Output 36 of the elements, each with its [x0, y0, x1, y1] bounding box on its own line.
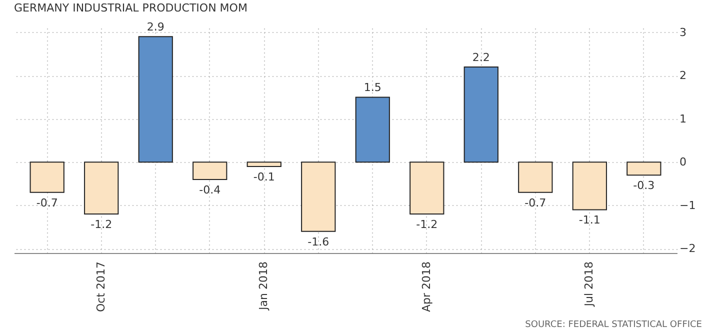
data-label: -1.2 [416, 218, 438, 232]
bar [138, 36, 173, 163]
bar [572, 162, 607, 210]
x-tick-label: Jul 2018 [582, 262, 596, 308]
bar [626, 162, 662, 176]
bar [518, 162, 553, 193]
chart-title: GERMANY INDUSTRIAL PRODUCTION MOM [14, 2, 248, 15]
data-label: -1.2 [90, 218, 112, 232]
data-label: -0.3 [633, 179, 655, 192]
source-note: SOURCE: FEDERAL STATISTICAL OFFICE [525, 320, 702, 330]
y-tick-label: 2 [680, 69, 686, 82]
x-tick-label: Oct 2017 [94, 262, 108, 312]
y-tick-label: 3 [680, 26, 686, 39]
x-tick-label: Jan 2018 [257, 262, 270, 311]
bar [301, 162, 336, 232]
x-tick-label: Apr 2018 [420, 262, 433, 312]
data-label: -0.7 [36, 196, 58, 210]
data-label: 1.5 [364, 81, 382, 94]
y-tick-label: −1 [680, 198, 696, 212]
bar [355, 96, 390, 163]
bar [410, 162, 444, 215]
bar [192, 162, 228, 180]
bar [30, 162, 64, 193]
y-tick-label: 0 [680, 156, 686, 169]
bar [246, 162, 282, 167]
data-label: -0.7 [524, 196, 546, 210]
bar [84, 162, 119, 215]
y-tick-label: −2 [680, 242, 696, 256]
data-label: -0.1 [253, 170, 275, 184]
data-label: 2.2 [472, 50, 490, 64]
data-label: 2.9 [146, 20, 164, 34]
bar [464, 66, 498, 163]
data-label: -0.4 [199, 183, 221, 196]
data-label: -1.1 [578, 214, 600, 227]
data-label: -1.6 [308, 235, 330, 248]
y-tick-label: 1 [680, 112, 686, 126]
